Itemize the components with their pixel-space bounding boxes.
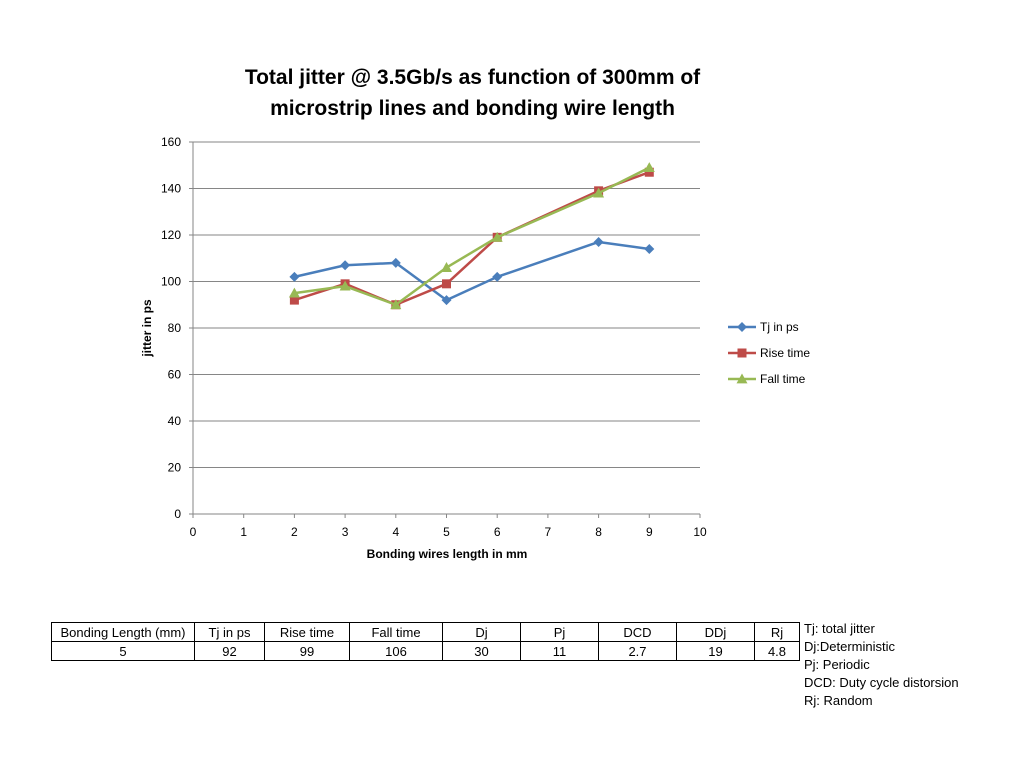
table-cell: 99 <box>264 641 350 661</box>
table-header-row: Bonding Length (mm) Tj in ps Rise time F… <box>51 622 800 642</box>
y-tick-label: 160 <box>161 135 181 149</box>
data-point <box>643 162 655 172</box>
data-point <box>441 295 452 306</box>
data-point <box>593 236 604 247</box>
table-header-cell: Tj in ps <box>194 622 265 642</box>
data-point <box>644 243 655 254</box>
table-cell: 19 <box>676 641 755 661</box>
legend-label: Rise time <box>760 346 810 360</box>
legend-item: Fall time <box>728 372 806 386</box>
table-cell: 92 <box>194 641 265 661</box>
x-tick-label: 9 <box>646 525 653 539</box>
tick-labels: 0 20 40 60 80 100 120 140 160 0 1 2 3 4 5 6 7 8 9 10 <box>161 135 707 539</box>
table-cell: 11 <box>520 641 599 661</box>
data-point <box>441 262 452 272</box>
y-tick-label: 60 <box>168 368 182 382</box>
table-cell: 30 <box>442 641 521 661</box>
note-line: Rj: Random <box>804 693 873 708</box>
y-tick-label: 40 <box>168 414 182 428</box>
table-header-cell: Rise time <box>264 622 350 642</box>
table-header-cell: Dj <box>442 622 521 642</box>
legend-label: Fall time <box>760 372 806 386</box>
legend: Tj in ps Rise time Fall time <box>728 320 810 386</box>
y-tick-label: 120 <box>161 228 181 242</box>
x-tick-label: 3 <box>342 525 349 539</box>
data-point <box>390 257 401 268</box>
legend-item: Rise time <box>728 346 810 360</box>
table-header-cell: DDj <box>676 622 755 642</box>
x-tick-label: 7 <box>545 525 552 539</box>
table-cell: 2.7 <box>598 641 677 661</box>
series-tj-in-ps <box>289 236 655 306</box>
x-tick-label: 5 <box>443 525 450 539</box>
series-layer <box>288 162 655 310</box>
data-point <box>340 260 351 271</box>
y-tick-label: 140 <box>161 182 181 196</box>
y-tick-label: 20 <box>168 461 182 475</box>
table-header-cell: Pj <box>520 622 599 642</box>
data-point <box>390 299 402 310</box>
series-fall-time <box>288 162 655 310</box>
x-tick-label: 1 <box>240 525 247 539</box>
x-tick-label: 8 <box>595 525 602 539</box>
table-header-cell: Bonding Length (mm) <box>51 622 195 642</box>
data-point <box>593 187 605 198</box>
note-line: DCD: Duty cycle distorsion <box>804 675 959 690</box>
x-tick-label: 10 <box>693 525 707 539</box>
data-point <box>289 295 299 305</box>
chart-title-line-2: microstrip lines and bonding wire length <box>270 97 675 120</box>
note-line: Pj: Periodic <box>804 657 870 672</box>
series-line <box>294 240 650 302</box>
table-row: 5 92 99 106 30 11 2.7 19 4.8 <box>51 641 800 661</box>
chart-title: Total jitter @ 3.5Gb/s as function of 30… <box>190 62 755 124</box>
table-cell: 5 <box>51 641 195 661</box>
x-tick-label: 0 <box>190 525 197 539</box>
table-header-cell: DCD <box>598 622 677 642</box>
x-tick-label: 2 <box>291 525 298 539</box>
data-point <box>339 280 351 291</box>
y-tick-label: 100 <box>161 275 181 289</box>
x-tick-label: 4 <box>392 525 399 539</box>
abbreviation-notes: Tj: total jitter Dj:Deterministic Pj: Pe… <box>804 620 959 710</box>
data-point <box>491 231 503 242</box>
grid-lines <box>193 141 700 468</box>
y-tick-label: 0 <box>174 507 181 521</box>
legend-label: Tj in ps <box>760 320 799 334</box>
data-point <box>442 279 451 289</box>
data-point <box>289 271 300 282</box>
data-point <box>288 287 300 298</box>
legend-marker <box>737 322 747 332</box>
table-cell: 106 <box>349 641 443 661</box>
chart-title-line-1: Total jitter @ 3.5Gb/s as function of 30… <box>244 66 701 89</box>
data-point <box>492 271 503 282</box>
x-axis-label: Bonding wires length in mm <box>367 547 528 561</box>
axes <box>189 141 701 518</box>
table-header-cell: Fall time <box>349 622 443 642</box>
y-axis-label: jitter in ps <box>140 299 154 358</box>
y-tick-label: 80 <box>168 321 182 335</box>
line-chart: 0 20 40 60 80 100 120 140 160 0 1 2 3 4 5 6 7 8 9 10 Tj in … <box>140 135 810 561</box>
x-tick-label: 6 <box>494 525 501 539</box>
note-line: Tj: total jitter <box>804 621 875 636</box>
table-header-cell: Rj <box>754 622 800 642</box>
data-point <box>644 167 654 177</box>
legend-item: Tj in ps <box>728 320 799 334</box>
data-table: Bonding Length (mm) Tj in ps Rise time F… <box>51 622 800 661</box>
legend-marker <box>737 348 747 358</box>
note-line: Dj:Deterministic <box>804 639 896 654</box>
table-cell: 4.8 <box>754 641 800 661</box>
legend-marker <box>736 373 748 384</box>
